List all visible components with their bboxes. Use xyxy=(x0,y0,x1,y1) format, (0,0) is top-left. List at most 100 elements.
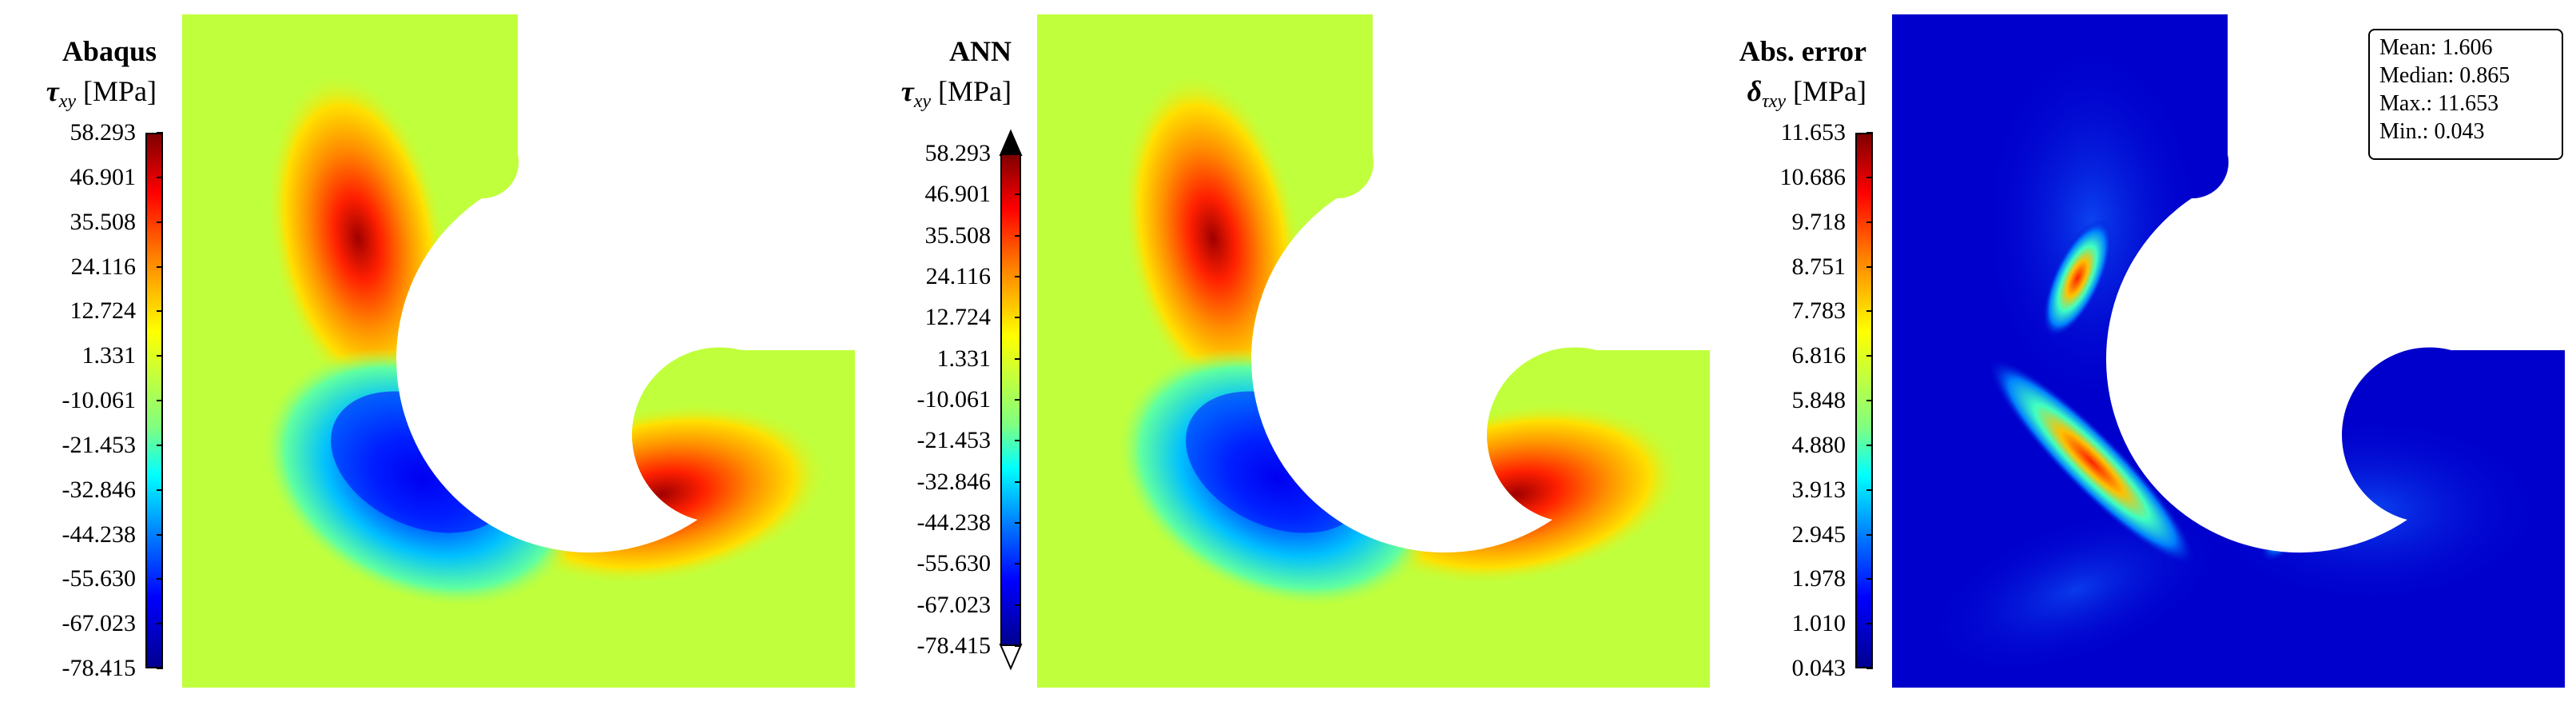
colorbar-tick-mark xyxy=(1015,645,1021,647)
quantity-symbol: δ xyxy=(1747,75,1763,107)
colorbar-tick-mark xyxy=(157,265,163,268)
colorbar-tick-label: 35.508 xyxy=(924,221,992,249)
colorbar-tick-label: 24.116 xyxy=(70,253,136,280)
quantity-label: τxy [MPa] xyxy=(863,74,1012,119)
colorbar-tick-label: 46.901 xyxy=(70,163,137,190)
colorbar-tick-label: 24.116 xyxy=(925,263,991,289)
colorbar-tick-label: -78.415 xyxy=(916,632,992,659)
colorbar-tick-label: 1.978 xyxy=(1791,565,1847,592)
colorbar-tick-mark xyxy=(1015,563,1021,565)
quantity-subscript: xy xyxy=(58,91,76,112)
colorbar-tick-mark xyxy=(1015,481,1021,483)
colorbar-tick-mark xyxy=(1015,153,1021,154)
statistics-box: Mean: 1.606 Median: 0.865 Max.: 11.653 M… xyxy=(2368,29,2563,160)
colorbar-tick-mark xyxy=(157,355,163,357)
colorbar-tick-mark xyxy=(157,668,163,669)
colorbar-tick-mark xyxy=(1015,440,1021,442)
colorbar-tick-mark xyxy=(157,444,163,446)
colorbar-tick-label: -55.630 xyxy=(916,550,992,577)
stress-field-ann xyxy=(1037,14,1710,688)
panel-title: Abaqus xyxy=(62,35,157,67)
colorbar-tick-label: -67.023 xyxy=(62,610,137,637)
colorbar-tick-mark xyxy=(1015,357,1021,360)
colorbar-tick-mark xyxy=(1866,533,1873,536)
colorbar-tick-mark xyxy=(1866,489,1873,491)
colorbar-tick-label: -21.453 xyxy=(916,427,992,454)
colorbar-tick-label: 46.901 xyxy=(924,181,992,208)
colorbar-tick-label: 1.331 xyxy=(81,342,137,369)
colorbar-tick-mark xyxy=(1015,317,1021,319)
quantity-label: τxy [MPa] xyxy=(0,74,157,119)
colorbar-tick-mark xyxy=(1015,522,1021,524)
colorbar-tick-mark xyxy=(157,533,163,536)
colorbar-tick-label: -10.061 xyxy=(62,387,137,413)
colorbar-tick-mark xyxy=(157,176,163,178)
colorbar-tick-mark xyxy=(157,489,163,491)
colorbar-tick-mark xyxy=(1866,623,1873,625)
quantity-unit: [MPa] xyxy=(938,75,1012,107)
stat-mean: Mean: 1.606 xyxy=(2379,35,2493,60)
colorbar-tick-mark xyxy=(1015,276,1021,277)
quantity-symbol: τ xyxy=(46,75,59,107)
colorbar-tick-mark xyxy=(157,623,163,625)
colorbar-tick-label: 12.724 xyxy=(70,297,137,325)
colorbar-tick-label: 8.751 xyxy=(1791,253,1847,280)
colorbar-tick-mark xyxy=(1866,310,1873,313)
colorbar-tick-mark xyxy=(157,132,163,134)
colorbar-tick-label: -78.415 xyxy=(62,655,137,681)
colorbar-tick-label: -44.238 xyxy=(62,521,137,548)
colorbar-tick-label: 1.331 xyxy=(936,345,992,372)
quantity-subscript: xy xyxy=(913,91,931,112)
colorbar-tick-mark xyxy=(1866,400,1873,401)
colorbar-tick-mark xyxy=(157,400,163,401)
colorbar-tick-label: 1.010 xyxy=(1791,610,1847,637)
colorbar-tick-mark xyxy=(1866,668,1873,669)
colorbar-tick-label: -55.630 xyxy=(62,565,137,592)
colorbar-tick-label: 9.718 xyxy=(1791,208,1847,235)
colorbar-tick-mark xyxy=(157,221,163,223)
colorbar-tick-mark xyxy=(1866,132,1873,134)
colorbar-tick-label: 35.508 xyxy=(70,208,137,235)
colorbar-tick-mark xyxy=(157,578,163,580)
colorbar-tick-label: 5.848 xyxy=(1791,387,1847,413)
panel-ann: ANN τxy [MPa] 58.293 46.901 35.508 24.116 12… xyxy=(863,0,1710,702)
colorbar-tick-label: -10.061 xyxy=(916,386,992,413)
colorbar-tick-label: 58.293 xyxy=(924,140,992,166)
panel-abs-error: Abs. error δτxy [MPa] 11.653 10.686 9.718 8… xyxy=(1710,0,2576,702)
quantity-symbol: τ xyxy=(900,75,914,107)
colorbar-tick-label: 10.686 xyxy=(1779,163,1847,190)
colorbar-tick-label: 2.945 xyxy=(1791,521,1847,548)
stat-min: Min.: 0.043 xyxy=(2379,119,2485,144)
colorbar-tick-label: 3.913 xyxy=(1791,476,1847,503)
panel-title: Abs. error xyxy=(1739,35,1866,67)
colorbar-tick-label: -32.846 xyxy=(916,468,992,495)
colorbar-tick-mark xyxy=(1866,176,1873,178)
colorbar-tick-mark xyxy=(1015,604,1021,606)
colorbar-tick-label: 7.783 xyxy=(1791,297,1847,325)
stat-max: Max.: 11.653 xyxy=(2379,91,2499,116)
colorbar-tick-label: 12.724 xyxy=(924,304,992,331)
quantity-subscript: τxy xyxy=(1762,91,1786,112)
colorbar-tick-label: -67.023 xyxy=(916,591,992,618)
panel-abaqus: Abaqus τxy [MPa] 58.293 46.901 35.508 24.11… xyxy=(0,0,863,702)
colorbar-tick-label: 4.880 xyxy=(1791,431,1847,458)
colorbar-tick-mark xyxy=(157,310,163,313)
colorbar-tick-label: 58.293 xyxy=(70,119,137,146)
colorbar-tick-mark xyxy=(1866,265,1873,268)
stat-median: Median: 0.865 xyxy=(2379,63,2510,88)
colorbar-tick-mark xyxy=(1866,355,1873,357)
quantity-unit: [MPa] xyxy=(83,75,157,107)
colorbar-tick-label: 0.043 xyxy=(1791,655,1847,681)
colorbar-tick-label: 11.653 xyxy=(1780,119,1846,146)
colorbar-tick-label: 6.816 xyxy=(1791,342,1847,369)
colorbar-tick-mark xyxy=(1866,578,1873,580)
colorbar-tick-mark xyxy=(1866,221,1873,223)
colorbar-tick-label: -44.238 xyxy=(916,509,992,536)
quantity-unit: [MPa] xyxy=(1793,75,1866,107)
colorbar-tick-label: -21.453 xyxy=(62,431,137,458)
colorbar-tick-mark xyxy=(1015,399,1021,401)
stress-field-abaqus xyxy=(182,14,855,688)
colorbar-tick-label: -32.846 xyxy=(62,476,137,503)
colorbar-tick-mark xyxy=(1015,234,1021,237)
colorbar-tick-mark xyxy=(1866,444,1873,446)
